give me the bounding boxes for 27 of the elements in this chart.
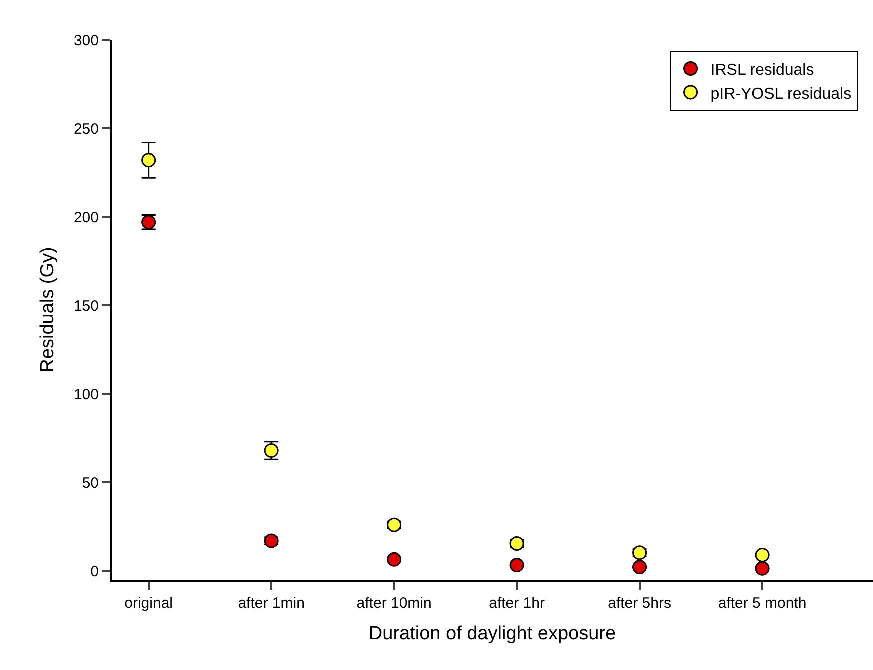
x-tick-label: after 1min (238, 595, 305, 612)
point (755, 561, 770, 576)
point (510, 558, 524, 573)
point (264, 534, 279, 548)
point (632, 546, 648, 560)
x-tick-label: after 10min (356, 595, 432, 612)
y-tick-label: 200 (74, 209, 99, 226)
x-axis-title: Duration of daylight exposure (368, 623, 616, 644)
y-tick-label: 250 (74, 120, 99, 138)
y-tick-label: 50 (82, 474, 99, 492)
point (632, 560, 648, 574)
x-tick-label: after 1hr (489, 595, 545, 612)
y-tick-label: 300 (74, 32, 99, 50)
y-tick-label: 100 (74, 386, 99, 404)
y-tick-label: 0 (90, 563, 99, 580)
x-tick-label: after 5hrs (608, 595, 672, 612)
x-tick-label: after 5 month (718, 595, 807, 612)
y-axis-title: Residuals (Gy) (37, 247, 58, 373)
point (142, 153, 156, 168)
y-tick-label: 150 (74, 298, 99, 315)
point (510, 536, 524, 551)
point (387, 552, 402, 567)
point (387, 518, 402, 532)
point (755, 548, 770, 562)
legend-label: IRSL residuals (710, 62, 814, 79)
x-tick-label: original (124, 595, 174, 612)
legend-label: pIR-YOSL residuals (710, 86, 852, 103)
